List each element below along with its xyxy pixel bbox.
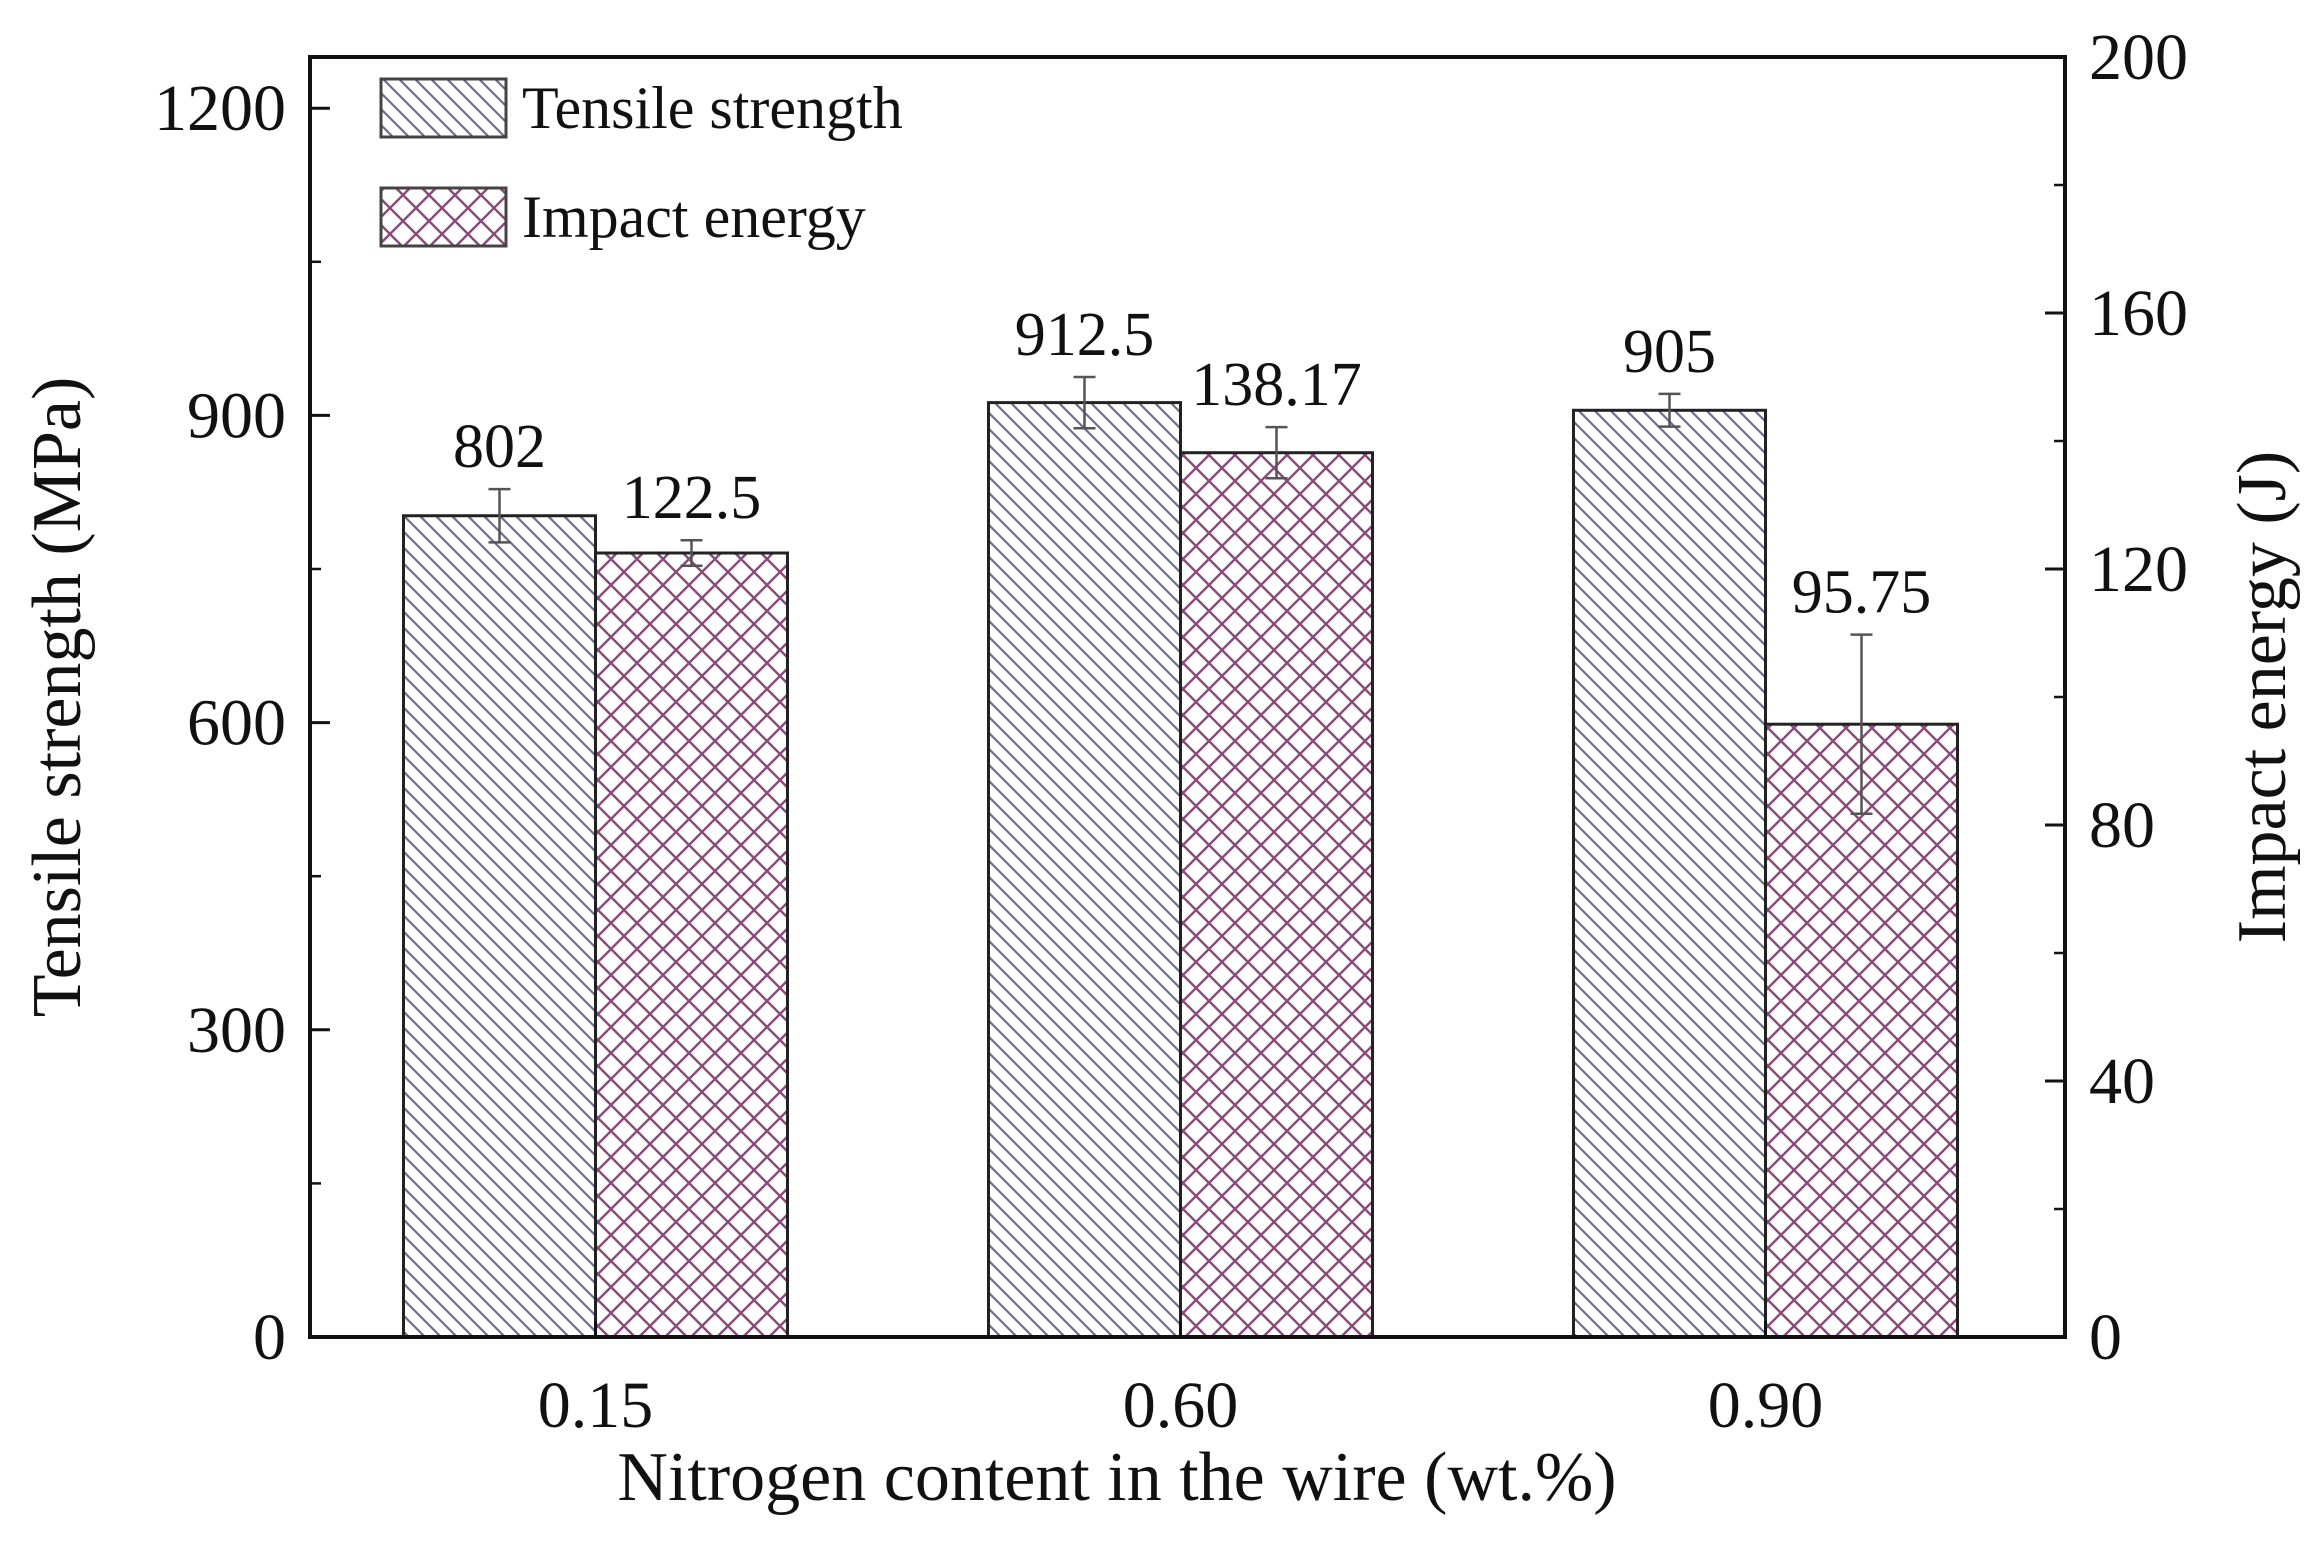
left-y-tick-label-1200: 1200: [154, 72, 286, 145]
left-y-axis: 0 300 600 900 1200: [154, 72, 330, 1374]
bar-impact-energy-0-90: [1764, 722, 1959, 1339]
data-labels-group: 802 122.5 912.5 138.17 905 95.75: [453, 301, 1931, 627]
x-tick-label-0-60: 0.60: [1123, 1369, 1239, 1442]
bar-impact-energy-0-15: [594, 551, 789, 1339]
right-y-tick-label-160: 160: [2089, 277, 2188, 350]
left-y-axis-title: Tensile strength (MPa): [19, 377, 96, 1018]
left-y-tick-label-0: 0: [253, 1301, 286, 1374]
error-bars-group: [488, 375, 1873, 816]
left-y-tick-label-300: 300: [187, 994, 286, 1067]
legend: Tensile strength Impact energy: [379, 75, 903, 250]
left-y-tick-label-900: 900: [187, 379, 286, 452]
legend-swatch-tensile-strength: [379, 77, 508, 139]
x-axis-title: Nitrogen content in the wire (wt.%): [617, 1439, 1616, 1516]
legend-label-impact-energy: Impact energy: [522, 184, 866, 250]
legend-label-tensile-strength: Tensile strength: [522, 75, 903, 141]
data-label-tensile-strength-0-15: 802: [453, 413, 546, 481]
data-label-impact-energy-0-15: 122.5: [622, 464, 762, 532]
error-bar-impact-energy-0-90: [1850, 633, 1873, 816]
error-bar-tensile-strength-0-60: [1073, 375, 1096, 430]
right-y-axis: 0 40 80 120 160 200: [2045, 21, 2188, 1374]
error-bar-impact-energy-0-60: [1265, 425, 1288, 480]
left-y-tick-label-600: 600: [187, 687, 286, 760]
right-y-tick-label-200: 200: [2089, 21, 2188, 94]
x-tick-label-0-90: 0.90: [1708, 1369, 1824, 1442]
right-y-tick-label-0: 0: [2089, 1301, 2122, 1374]
data-label-impact-energy-0-60: 138.17: [1191, 351, 1362, 419]
right-y-tick-label-40: 40: [2089, 1045, 2155, 1118]
data-label-impact-energy-0-90: 95.75: [1792, 559, 1932, 627]
right-y-axis-title: Impact energy (J): [2224, 451, 2301, 943]
bar-impact-energy-0-60: [1179, 451, 1374, 1339]
bar-tensile-strength-0-60: [987, 401, 1182, 1339]
right-y-tick-label-120: 120: [2089, 533, 2188, 606]
error-bar-tensile-strength-0-90: [1658, 392, 1681, 428]
x-axis: 0.15 0.60 0.90: [538, 1321, 1824, 1442]
data-label-tensile-strength-0-90: 905: [1623, 318, 1716, 386]
data-label-tensile-strength-0-60: 912.5: [1015, 301, 1155, 369]
bars-group: [402, 401, 1959, 1339]
error-bar-tensile-strength-0-15: [488, 487, 511, 544]
x-tick-label-0-15: 0.15: [538, 1369, 654, 1442]
bar-tensile-strength-0-90: [1572, 408, 1767, 1339]
bar-tensile-strength-0-15: [402, 514, 597, 1339]
legend-swatch-impact-energy: [379, 186, 508, 248]
right-y-tick-label-80: 80: [2089, 789, 2155, 862]
error-bar-impact-energy-0-15: [680, 538, 703, 568]
